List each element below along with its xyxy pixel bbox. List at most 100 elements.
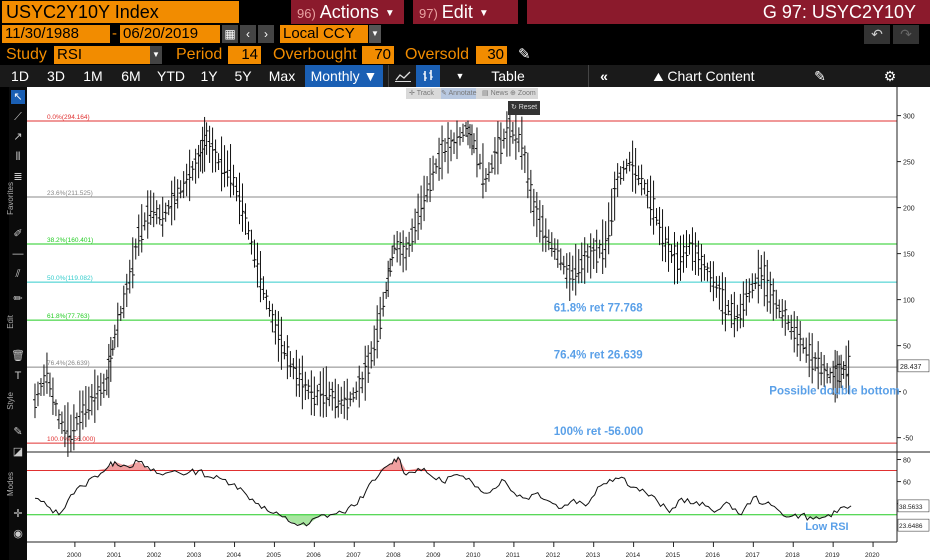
rsi-secondary-label: 23.6486	[899, 523, 923, 530]
x-tick-label-5: 2005	[266, 552, 281, 559]
periodicity-caret-icon: ▼	[363, 68, 378, 84]
fib-tool-icon[interactable]: ≣	[13, 171, 23, 183]
range-1d-button[interactable]: 1D	[4, 65, 36, 87]
actions-menu[interactable]: 96) Actions ▼	[291, 0, 404, 24]
actions-number: 96)	[297, 6, 316, 21]
price-tick-label-7: -50	[903, 436, 913, 443]
channel-icon[interactable]: ⫽	[15, 268, 21, 280]
x-tick-label-6: 2006	[306, 552, 321, 559]
table-button[interactable]: Table	[476, 65, 540, 87]
study-select[interactable]: RSI	[54, 46, 162, 64]
fib-levels: 0.0%(294.164) 23.6%(211.525) 38.2%(160.401…	[27, 114, 897, 444]
x-tick-label-19: 2019	[825, 552, 840, 559]
x-tick-label-4: 2004	[227, 552, 242, 559]
prev-period-button[interactable]: ‹	[240, 25, 256, 43]
actions-label: Actions	[319, 2, 379, 22]
brush-icon[interactable]: ✎	[13, 426, 23, 438]
rsi-line	[34, 456, 852, 527]
start-date-input[interactable]: 11/30/1988	[2, 25, 110, 43]
x-tick-label-7: 2007	[346, 552, 361, 559]
x-tick-label-14: 2014	[626, 552, 641, 559]
range-1y-button[interactable]: 1Y	[194, 65, 224, 87]
calendar-icon[interactable]: ▦	[222, 25, 238, 43]
settings-gear-icon[interactable]: ⚙	[878, 65, 902, 87]
end-date-input[interactable]: 06/20/2019	[120, 25, 220, 43]
study-dropdown-icon[interactable]: ▼	[150, 46, 162, 64]
price-tick-label-5: 50	[903, 344, 911, 351]
periodicity-select[interactable]: Monthly ▼	[305, 65, 383, 87]
x-tick-label-3: 2003	[187, 552, 202, 559]
arrow-tool-icon[interactable]: ↗	[13, 131, 23, 143]
bar-chart-icon[interactable]	[416, 65, 440, 87]
last-price-box	[897, 359, 930, 373]
fib-label-4: 61.8%(77.763)	[47, 313, 90, 320]
edit-menu[interactable]: 97) Edit ▼	[413, 0, 518, 24]
pointer-icon[interactable]: ↖	[11, 90, 25, 104]
period-input[interactable]: 14	[228, 46, 261, 64]
next-period-button[interactable]: ›	[258, 25, 274, 43]
eye-icon[interactable]: ◉	[13, 528, 23, 540]
edit-chart-icon[interactable]: ✎	[808, 65, 832, 87]
chart-content-label: Chart Content	[667, 68, 755, 84]
range-3d-button[interactable]: 3D	[40, 65, 72, 87]
chart-content-icon: ⛰	[653, 70, 664, 84]
function-title: G 97: USYC2Y10Y	[527, 0, 930, 24]
range-1m-button[interactable]: 1M	[76, 65, 110, 87]
chart-content-button[interactable]: ⛰ Chart Content	[644, 65, 764, 87]
pencil-icon[interactable]: ✎	[518, 46, 531, 63]
x-tick-label-2: 2002	[147, 552, 162, 559]
x-tick-label-13: 2013	[586, 552, 601, 559]
track-button[interactable]: ✛ Track	[409, 90, 434, 97]
oversold-input[interactable]: 30	[476, 46, 507, 64]
style-label: Style	[6, 392, 15, 410]
x-tick-label-10: 2010	[466, 552, 481, 559]
draw-icon[interactable]: ✏	[13, 293, 23, 305]
crosshair-icon[interactable]: ✛	[13, 508, 23, 520]
security-field[interactable]: USYC2Y10Y Index	[2, 1, 239, 23]
news-button[interactable]: ▤ News	[482, 90, 509, 97]
oversold-label: Oversold	[405, 46, 470, 63]
toolbar-divider	[388, 65, 389, 87]
redo-icon[interactable]: ↷	[893, 25, 919, 44]
rsi-tick-label-1: 60	[903, 480, 911, 487]
range-max-button[interactable]: Max	[262, 65, 302, 87]
favorites-label: Favorites	[6, 182, 15, 215]
x-axis: 2000 2001 2002 2003 2004 2005 2006 2007 2008 2009…	[27, 541, 897, 559]
line-tool-icon[interactable]: ⟋	[14, 111, 22, 123]
trash-icon[interactable]: 🗑	[11, 350, 25, 362]
horizontal-line-icon[interactable]: —	[12, 248, 24, 260]
x-tick-label-11: 2011	[506, 552, 520, 559]
rsi-last-box	[897, 499, 930, 513]
vertical-line-icon[interactable]: ⦀	[15, 151, 21, 163]
currency-dropdown-icon[interactable]: ▼	[369, 25, 381, 43]
overbought-label: Overbought	[273, 46, 357, 63]
fill-icon[interactable]: ◪	[12, 446, 24, 458]
date-bar: 11/30/1988 - 06/20/2019 ▦ ‹ › Local CCY …	[0, 24, 930, 44]
overbought-input[interactable]: 70	[362, 46, 394, 64]
undo-icon[interactable]: ↶	[864, 25, 890, 44]
edit-label: Edit	[441, 2, 473, 22]
fib-label-2: 38.2%(160.401)	[47, 237, 93, 244]
annotation-2: Possible double bottom	[769, 385, 899, 397]
reset-button[interactable]: ↻ Reset	[508, 101, 540, 115]
study-label: Study	[6, 46, 47, 63]
title-bar: USYC2Y10Y Index 96) Actions ▼ 97) Edit ▼ G 9…	[0, 0, 930, 24]
line-chart-icon[interactable]	[391, 65, 415, 87]
chart-type-dropdown-icon[interactable]: ▼	[446, 65, 474, 87]
annotation-0: 61.8% ret 77.768	[554, 303, 643, 315]
edit-label: Edit	[6, 315, 15, 329]
range-6m-button[interactable]: 6M	[114, 65, 148, 87]
last-price-label: 28.437	[900, 364, 922, 371]
text-tool-icon[interactable]: T	[14, 370, 22, 382]
range-ytd-button[interactable]: YTD	[152, 65, 190, 87]
marker-icon[interactable]: ✐	[13, 228, 23, 240]
annotate-button[interactable]: ✎ Annotate	[441, 88, 477, 99]
collapse-icon[interactable]: «	[590, 65, 618, 87]
range-5y-button[interactable]: 5Y	[228, 65, 258, 87]
x-tick-label-16: 2016	[705, 552, 720, 559]
zoom-button[interactable]: ⊕ Zoom	[510, 90, 536, 97]
edit-number: 97)	[419, 6, 438, 21]
chart-area[interactable]: 0.0%(294.164) 23.6%(211.525) 38.2%(160.401…	[27, 87, 930, 560]
currency-select[interactable]: Local CCY	[280, 25, 368, 43]
